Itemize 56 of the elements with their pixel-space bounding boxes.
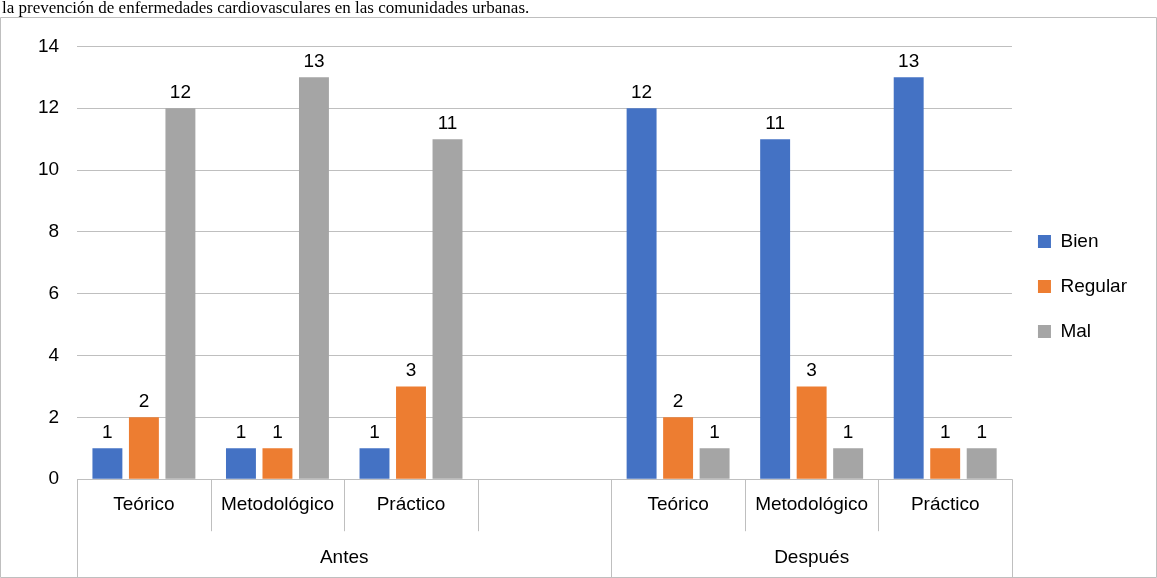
bar — [833, 448, 864, 479]
bar — [966, 448, 997, 479]
bar — [396, 386, 426, 479]
legend-label: Regular — [1060, 274, 1128, 296]
data-label: 3 — [405, 359, 417, 381]
y-tick-label: 14 — [37, 34, 60, 56]
data-label: 1 — [709, 421, 720, 443]
data-label: 2 — [672, 390, 684, 412]
bar — [432, 139, 463, 479]
data-label: 11 — [765, 111, 786, 133]
bar — [663, 417, 694, 479]
y-tick-label: 4 — [48, 343, 60, 365]
data-label: 1 — [842, 421, 854, 443]
bar — [92, 448, 123, 479]
data-label: 2 — [138, 390, 150, 412]
data-label: 1 — [235, 421, 247, 443]
x-tick-label: Metodológico — [220, 492, 334, 514]
bar — [359, 448, 390, 479]
data-label: 13 — [303, 50, 325, 72]
bar — [893, 77, 924, 479]
bar — [225, 448, 256, 479]
y-tick-label: 0 — [48, 467, 60, 489]
x-tick-label: Teórico — [113, 492, 175, 514]
bar — [699, 448, 730, 479]
bar — [165, 108, 196, 479]
bar — [626, 108, 657, 479]
data-label: 1 — [102, 421, 113, 443]
data-label: 12 — [631, 80, 653, 102]
text: Después — [774, 546, 850, 568]
data-label: 11 — [437, 111, 458, 133]
x-tick-label: Metodológico — [755, 492, 869, 514]
bar — [262, 448, 293, 479]
y-tick-label: 12 — [37, 96, 60, 118]
bar — [298, 77, 329, 479]
y-tick-label: 10 — [37, 158, 60, 180]
data-label: 1 — [976, 421, 987, 443]
data-label: 1 — [272, 421, 283, 443]
y-tick-label: 6 — [48, 281, 60, 303]
x-tick-label: Práctico — [376, 492, 446, 514]
bar — [930, 448, 961, 479]
bar — [760, 139, 791, 479]
data-label: 3 — [806, 359, 817, 381]
y-tick-label: 2 — [48, 405, 60, 427]
x-tick-label: Teórico — [647, 492, 709, 514]
legend-label: Mal — [1060, 319, 1092, 341]
x-tick-label: Práctico — [910, 492, 980, 514]
data-label: 1 — [369, 421, 380, 443]
legend-label: Bien — [1060, 229, 1099, 251]
bar — [796, 386, 827, 479]
chart-title: la prevención de enfermedades cardiovasculares en las comunidades urbanas. — [2, 0, 530, 18]
text: Antes — [319, 546, 369, 568]
y-tick-label: 8 — [48, 220, 60, 242]
data-label: 13 — [898, 50, 920, 72]
data-label: 12 — [169, 80, 191, 102]
data-label: 1 — [939, 421, 951, 443]
bar — [128, 417, 159, 479]
